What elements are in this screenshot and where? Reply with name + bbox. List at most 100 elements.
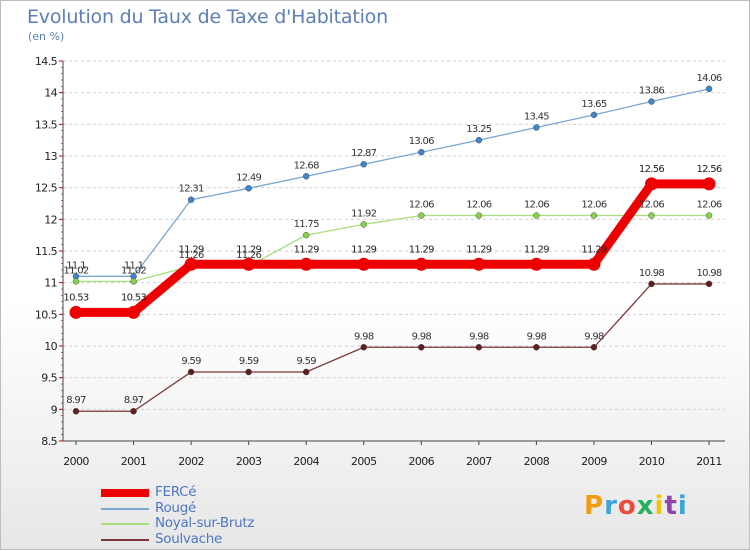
data-label: 12.06 [696,200,721,211]
data-label: 11.29 [351,244,376,255]
point-roug- [533,124,540,131]
legend-swatch [101,489,149,497]
x-tick-label: 2006 [408,455,434,468]
x-tick-label: 2007 [466,455,492,468]
chart-title: Evolution du Taux de Taxe d'Habitation [27,6,388,28]
data-label: 11.26 [236,250,261,261]
point-roug- [475,136,483,144]
data-label: 12.06 [581,200,606,211]
data-label: 14.06 [696,73,721,84]
data-label: 13.65 [581,99,606,110]
y-tick-label: 13 [44,150,57,163]
data-label: 11.29 [179,244,204,255]
data-label: 12.06 [409,200,434,211]
y-tick-label: 9.5 [41,372,57,385]
data-label: 11.29 [466,244,491,255]
x-tick-label: 2009 [581,455,607,468]
point-roug- [360,161,367,168]
data-label: 12.06 [466,200,491,211]
data-labels: 10.53 10.53 11.29 11.29 11.29 11.29 11.29 11.29… [63,73,722,406]
data-label: 11.02 [121,265,146,276]
y-tick-label: 14 [44,87,57,100]
data-label: 12.56 [639,164,664,175]
legend-label: Noyal-sur-Brutz [155,515,255,531]
point-ferce [645,177,658,191]
point-ferce [242,257,256,271]
point-roug- [590,111,598,119]
y-tick-label: 13.5 [35,118,58,131]
point-noyal-sur-brutz [475,212,483,219]
data-label: 12.56 [696,164,721,175]
series-lines [71,88,714,412]
point-roug- [705,85,713,93]
point-roug- [303,173,310,180]
series-line-noyal-sur-brutz [76,214,710,283]
point-soulvache [533,344,540,351]
data-label: 10.53 [121,292,146,303]
point-ferce [184,257,198,271]
point-soulvache [705,280,713,288]
point-ferce [702,177,716,191]
point-noyal-sur-brutz [418,212,425,219]
point-ferce [472,257,486,271]
point-soulvache [72,408,80,415]
point-soulvache [303,368,310,376]
series-markers [69,85,716,415]
legend-swatch [101,538,149,541]
data-label: 9.59 [296,356,316,367]
point-soulvache [360,344,367,351]
data-label: 8.97 [124,395,144,406]
data-label: 10.53 [63,292,88,303]
x-tick-label: 2001 [121,455,147,468]
y-tick-label: 12 [44,213,57,226]
point-noyal-sur-brutz [648,212,655,219]
data-label: 12.06 [524,200,549,211]
x-tick-label: 2003 [236,455,262,468]
data-label: 11.29 [581,244,606,255]
series-line-roug- [76,88,710,277]
x-tick-label: 2004 [293,455,319,468]
point-roug- [418,148,425,156]
legend-swatch [101,507,149,510]
point-ferce [529,257,543,271]
point-noyal-sur-brutz [590,212,598,219]
series-line-soulvache [76,283,710,412]
data-label: 13.86 [639,86,664,97]
point-roug- [187,196,195,203]
data-label: 10.98 [696,268,721,279]
x-tick-label: 2000 [63,455,89,468]
data-label: 8.97 [66,395,86,406]
data-label: 12.49 [236,172,261,183]
point-roug- [245,185,252,192]
point-ferce [127,305,141,319]
y-tick-label: 9 [51,403,58,416]
data-label: 11.92 [351,208,376,219]
point-noyal-sur-brutz [303,231,310,239]
data-label: 12.87 [351,148,376,159]
point-soulvache [187,368,195,376]
data-label: 11.1 [66,260,86,271]
data-label: 12.31 [179,184,204,195]
point-soulvache [245,368,252,376]
point-noyal-sur-brutz [705,212,713,219]
point-soulvache [418,344,425,351]
y-tick-label: 10 [44,340,57,353]
series-line-ferce [71,179,714,317]
data-label: 9.98 [527,331,547,342]
point-ferce [299,257,313,271]
axes: 8.5 9 9.5 10 10.5 11 11.5 12 12.5 13 13.5 14 14.5 200… [35,55,725,468]
proxiti-logo: Proxiti [584,491,688,521]
legend-label: FERCé [155,484,197,500]
y-tick-label: 12.5 [35,182,58,195]
point-soulvache [130,408,137,415]
point-soulvache [475,344,483,351]
data-label: 11.26 [179,250,204,261]
x-tick-label: 2002 [178,455,204,468]
data-label: 13.25 [466,124,491,135]
data-label: 11.02 [63,265,88,276]
x-tick-label: 2008 [524,455,550,468]
data-label: 9.98 [469,331,489,342]
point-roug- [648,98,655,105]
point-noyal-sur-brutz [533,212,540,219]
